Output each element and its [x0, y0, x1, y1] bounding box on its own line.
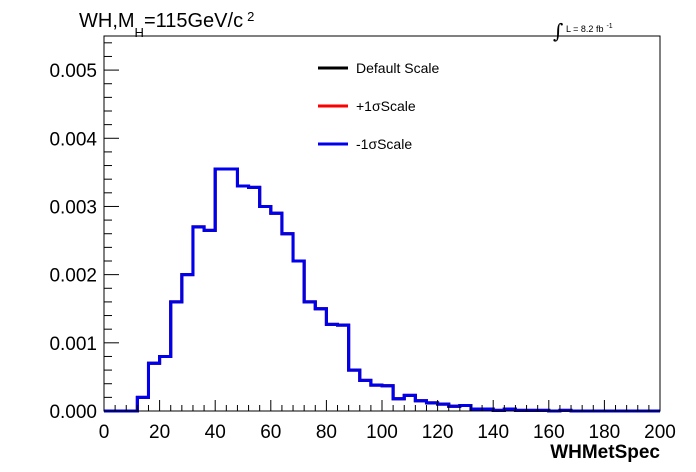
x-tick-label: 100 — [366, 422, 398, 443]
chart-title: WH,MH=115GeV/c 2 — [79, 9, 254, 40]
y-tick-label: 0.000 — [49, 402, 97, 423]
x-tick-label: 140 — [477, 422, 509, 443]
x-axis-label: WHMetSpec — [550, 442, 660, 463]
y-tick-label: 0.001 — [49, 334, 97, 355]
x-tick-label: 60 — [260, 422, 281, 443]
series-line-3 — [104, 167, 660, 413]
legend: Default Scale +1σScale -1σScale — [318, 60, 439, 152]
legend-label-2: +1σScale — [356, 98, 416, 114]
integral-symbol: ∫ — [553, 19, 563, 43]
y-tick-label: 0.004 — [49, 129, 97, 150]
y-tick-label: 0.002 — [49, 266, 97, 287]
x-tick-label: 40 — [205, 422, 226, 443]
chart-title-subscript: H — [135, 25, 144, 40]
lumi-superscript: -1 — [606, 23, 612, 30]
y-tick-label: 0.003 — [49, 197, 97, 218]
lumi-label: L = 8.2 fb -1 — [566, 23, 613, 34]
series-layer — [104, 167, 660, 413]
x-tick-label: 20 — [149, 422, 170, 443]
legend-label-1: Default Scale — [356, 60, 439, 76]
legend-label-3: -1σScale — [356, 136, 412, 152]
x-tick-label: 200 — [644, 422, 676, 443]
lumi-value: L = 8.2 fb — [566, 24, 603, 34]
chart-title-rest: =115GeV/c — [144, 10, 243, 32]
y-tick-label: 0.005 — [49, 61, 97, 82]
chart-title-main: WH,M — [79, 10, 135, 32]
x-tick-label: 0 — [99, 422, 110, 443]
x-tick-label: 160 — [533, 422, 565, 443]
chart-title-superscript: 2 — [247, 9, 254, 24]
axis-layer: 0 20 40 60 80 100 120 140 160 180 200 0.000 0.001 0.0… — [49, 42, 676, 443]
x-tick-label: 120 — [422, 422, 454, 443]
x-tick-label: 80 — [316, 422, 337, 443]
x-tick-label: 180 — [589, 422, 621, 443]
